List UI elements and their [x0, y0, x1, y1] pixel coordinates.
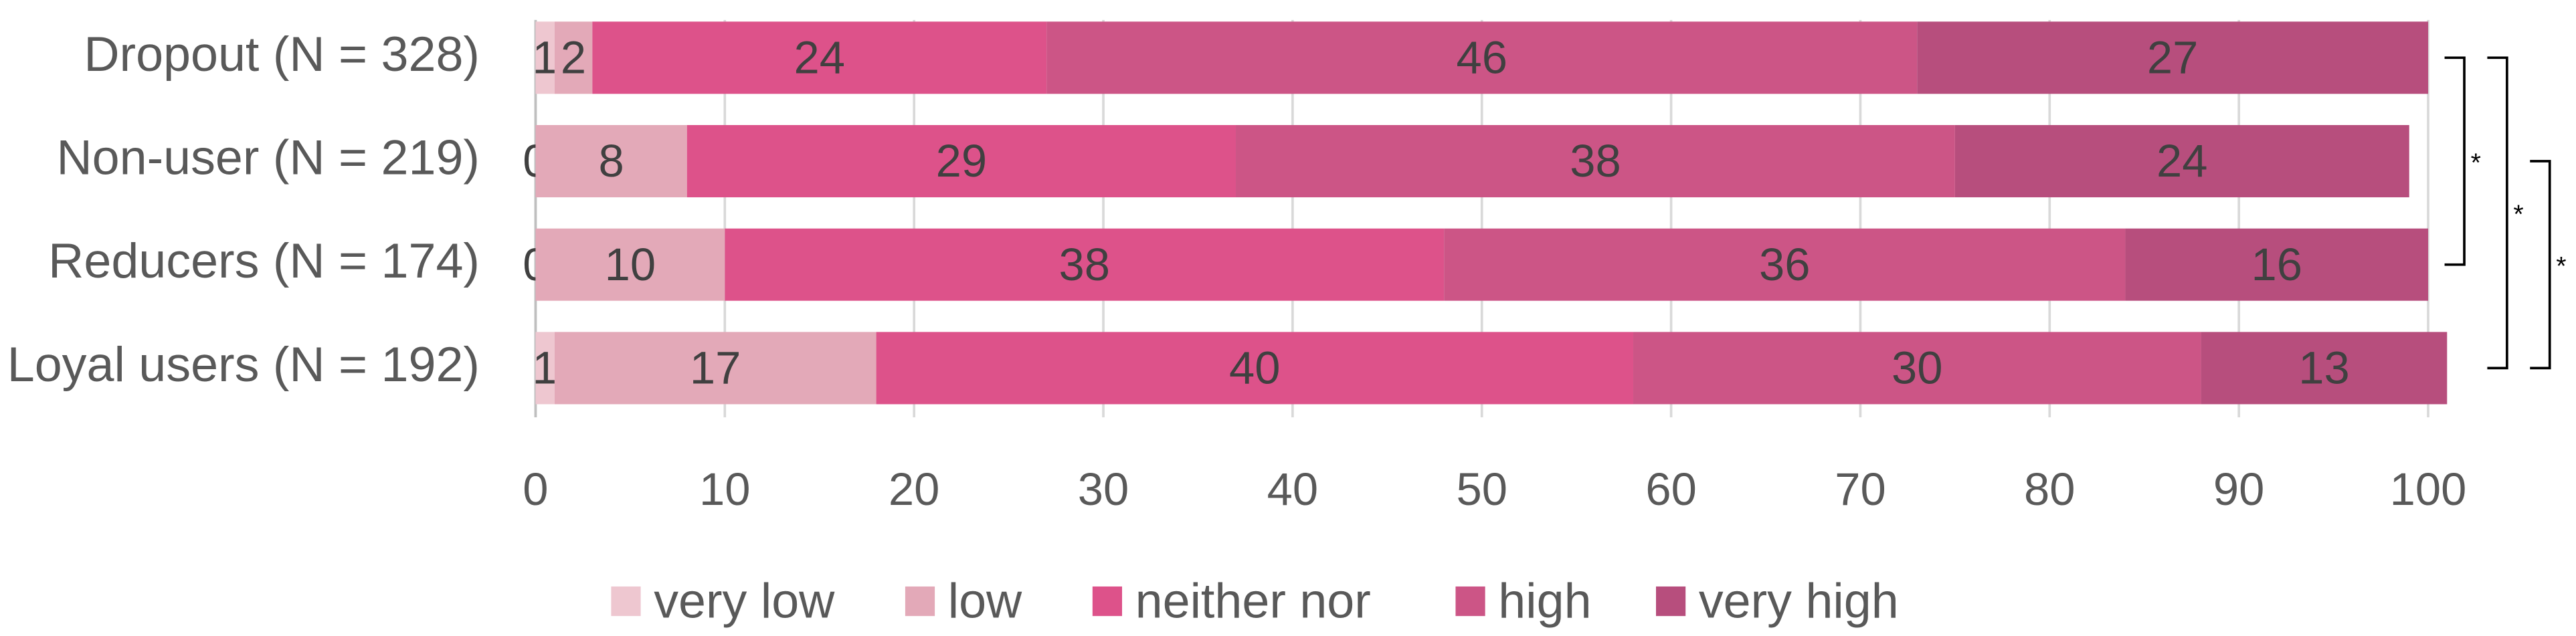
bar-segment: [554, 332, 877, 405]
annotation: *: [2556, 251, 2566, 281]
bar-segment: [876, 332, 1634, 405]
bar-segment: [535, 228, 725, 301]
category-label: Dropout (N = 328): [84, 26, 480, 82]
category-label: Loyal users (N = 192): [7, 336, 480, 392]
x-tick-label: 10: [699, 463, 750, 515]
value-label: 46: [1456, 31, 1507, 83]
legend-swatch: [905, 586, 935, 617]
value-label: 38: [1059, 239, 1109, 290]
significance-bracket: [2487, 56, 2508, 370]
bar-segment: [1046, 21, 1918, 94]
annotation: *: [2471, 148, 2481, 177]
legend-label: very high: [1699, 572, 1899, 628]
value-label: 24: [2156, 135, 2207, 187]
value-label: 24: [794, 31, 844, 83]
bar-segment: [535, 124, 687, 198]
category-label: Non-user (N = 219): [56, 129, 479, 185]
x-tick-label: 100: [2390, 463, 2467, 515]
value-label: 27: [2147, 31, 2198, 83]
x-tick-label: 40: [1267, 463, 1318, 515]
bar-segment: [535, 332, 555, 405]
bar-segment: [592, 21, 1047, 94]
x-tick-label: 30: [1078, 463, 1129, 515]
value-label: 29: [936, 135, 987, 187]
bar-segment: [1954, 124, 2409, 198]
x-tick-label: 60: [1645, 463, 1696, 515]
legend-label: very low: [654, 572, 835, 628]
value-label: 8: [598, 135, 624, 187]
legend-label: low: [948, 572, 1022, 628]
bar-segment: [1236, 124, 1955, 198]
x-tick-label: 90: [2213, 463, 2264, 515]
x-tick-label: 0: [523, 463, 548, 515]
legend-swatch: [1455, 586, 1485, 617]
bar-segment: [2125, 228, 2429, 301]
significance-bracket: [2530, 160, 2551, 370]
bar-segment: [1917, 21, 2429, 94]
value-label: 13: [2298, 342, 2349, 393]
x-tick-label: 20: [889, 463, 939, 515]
value-label: 10: [605, 239, 656, 290]
bar-segment: [535, 21, 555, 94]
value-label: 40: [1229, 342, 1280, 393]
value-label: 2: [561, 31, 586, 83]
value-label: 1: [532, 31, 557, 83]
bar-segment: [2201, 332, 2448, 405]
legend-swatch: [611, 586, 641, 617]
bar-segment: [1633, 332, 2201, 405]
x-tick-label: 80: [2024, 463, 2075, 515]
value-label: 17: [690, 342, 741, 393]
legend-swatch: [1092, 586, 1123, 617]
bar-segment: [686, 124, 1236, 198]
value-label: 38: [1570, 135, 1621, 187]
significance-bracket: [2444, 56, 2466, 266]
value-label: 16: [2251, 239, 2302, 290]
legend-swatch: [1656, 586, 1686, 617]
bar-segment: [725, 228, 1445, 301]
x-tick-label: 70: [1835, 463, 1885, 515]
x-tick-label: 50: [1456, 463, 1507, 515]
bar-segment: [1444, 228, 2126, 301]
annotation: *: [2513, 200, 2523, 229]
legend-label: neither nor: [1135, 572, 1371, 628]
value-label: 1: [532, 342, 557, 393]
bar-segment: [554, 21, 593, 94]
value-label: 36: [1759, 239, 1810, 290]
legend-label: high: [1498, 572, 1591, 628]
category-label: Reducers (N = 174): [48, 233, 480, 288]
value-label: 30: [1892, 342, 1942, 393]
